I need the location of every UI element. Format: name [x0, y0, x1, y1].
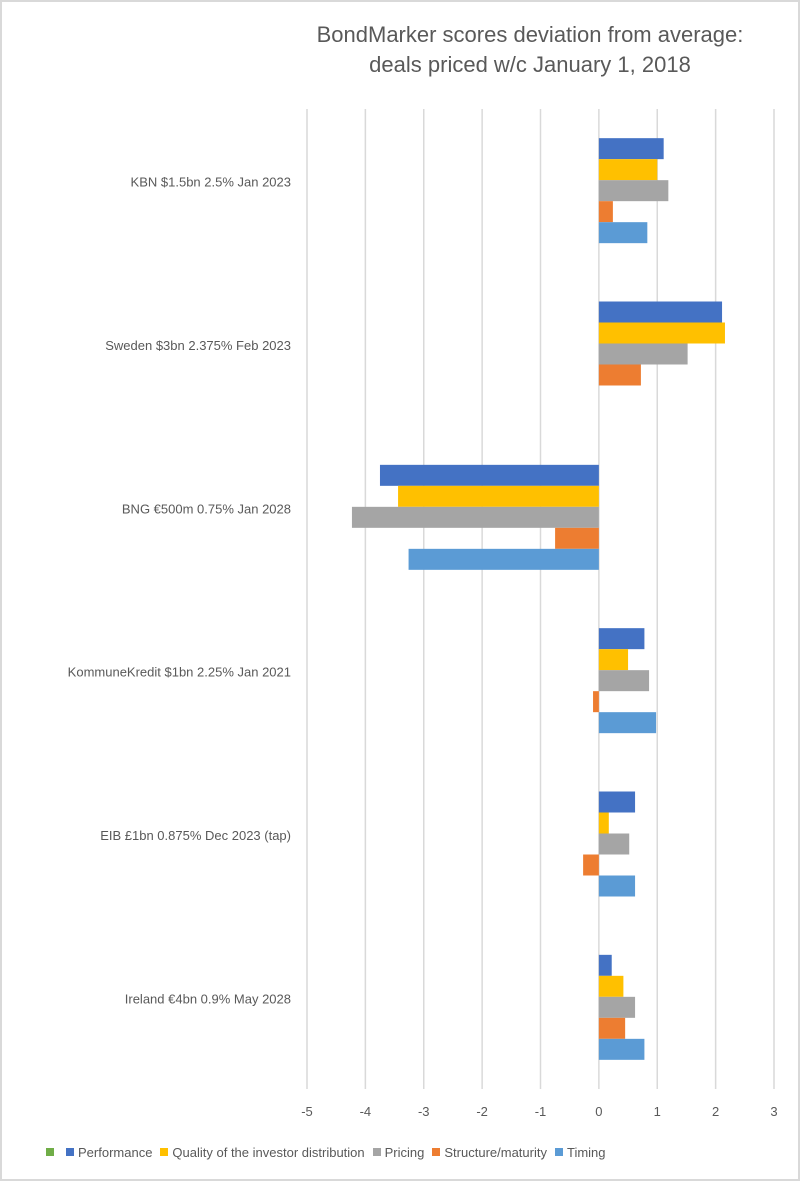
bar-quality-of-the-investor-distribution	[398, 485, 599, 507]
legend-label: Performance	[78, 1144, 153, 1160]
legend-label: Structure/maturity	[444, 1144, 547, 1160]
bar-performance	[598, 301, 723, 323]
category-label: KommuneKredit $1bn 2.25% Jan 2021	[68, 665, 291, 680]
bar-quality-of-the-investor-distribution	[598, 812, 609, 834]
x-tick-label: -2	[476, 1104, 488, 1119]
legend-item	[46, 1148, 58, 1156]
bar-quality-of-the-investor-distribution	[598, 159, 658, 181]
bar-timing	[598, 222, 648, 244]
legend: Performance Quality of the investor distr…	[46, 1142, 614, 1162]
bar-quality-of-the-investor-distribution	[598, 649, 629, 671]
legend-label: Quality of the investor distribution	[172, 1144, 365, 1160]
bar-quality-of-the-investor-distribution	[598, 322, 725, 344]
x-tick-label: 2	[712, 1104, 719, 1119]
x-tick-label: -5	[301, 1104, 313, 1119]
legend-item: Quality of the investor distribution	[160, 1144, 365, 1160]
bar-performance	[379, 464, 599, 486]
bar-structure-maturity	[593, 691, 599, 713]
category-label: Ireland €4bn 0.9% May 2028	[125, 991, 291, 1006]
bar-pricing	[598, 343, 688, 365]
legend-swatch	[432, 1148, 441, 1156]
x-tick-labels: -5 -4 -3 -2 -1 0 1 2 3	[301, 1104, 777, 1119]
legend-swatch	[46, 1148, 54, 1156]
legend-item: Performance	[66, 1145, 152, 1160]
x-tick-label: 0	[595, 1104, 602, 1119]
category-label: KBN $1.5bn 2.5% Jan 2023	[131, 175, 291, 190]
bar-structure-maturity	[598, 1017, 626, 1039]
x-tick-label: -1	[535, 1104, 547, 1119]
chart-title: BondMarker scores deviation from average…	[270, 20, 790, 80]
bar-timing	[598, 712, 657, 734]
legend-swatch	[554, 1148, 563, 1156]
bar-performance	[598, 628, 645, 650]
bar-quality-of-the-investor-distribution	[598, 975, 624, 997]
chart-title-line-2: deals priced w/c January 1, 2018	[369, 52, 691, 77]
bar-pricing	[598, 996, 636, 1018]
legend-label: Timing	[566, 1144, 606, 1160]
bar-timing	[598, 1038, 645, 1060]
chart-title-line-1: BondMarker scores deviation from average…	[316, 22, 744, 47]
legend-swatch	[66, 1148, 74, 1156]
bar-performance	[598, 954, 612, 976]
legend-item: Pricing	[372, 1144, 425, 1160]
gridlines	[306, 109, 775, 1089]
x-tick-label: -3	[418, 1104, 430, 1119]
x-tick-label: -4	[360, 1104, 372, 1119]
bar-structure-maturity	[555, 527, 599, 549]
bar-pricing	[598, 180, 669, 202]
bar-pricing	[351, 506, 599, 528]
bar-pricing	[598, 670, 650, 692]
bar-performance	[598, 791, 636, 813]
bar-structure-maturity	[598, 201, 613, 223]
legend-swatch	[372, 1148, 381, 1156]
x-tick-label: 1	[654, 1104, 661, 1119]
category-label: BNG €500m 0.75% Jan 2028	[122, 501, 291, 516]
bar-timing	[598, 875, 636, 897]
bar-performance	[598, 138, 664, 160]
bar-pricing	[598, 833, 630, 855]
legend-item: Timing	[554, 1144, 606, 1160]
legend-item: Structure/maturity	[432, 1145, 547, 1160]
bar-structure-maturity	[598, 364, 641, 386]
category-label: Sweden $3bn 2.375% Feb 2023	[105, 338, 291, 353]
bars	[351, 138, 725, 1060]
bar-timing	[408, 548, 599, 570]
category-label: EIB £1bn 0.875% Dec 2023 (tap)	[100, 828, 291, 843]
legend-label: Pricing	[384, 1144, 425, 1160]
x-tick-label: 3	[770, 1104, 777, 1119]
bar-structure-maturity	[583, 854, 599, 876]
legend-swatch	[160, 1148, 169, 1156]
category-labels: KBN $1.5bn 2.5% Jan 2023 Sweden $3bn 2.37…	[68, 175, 291, 1007]
